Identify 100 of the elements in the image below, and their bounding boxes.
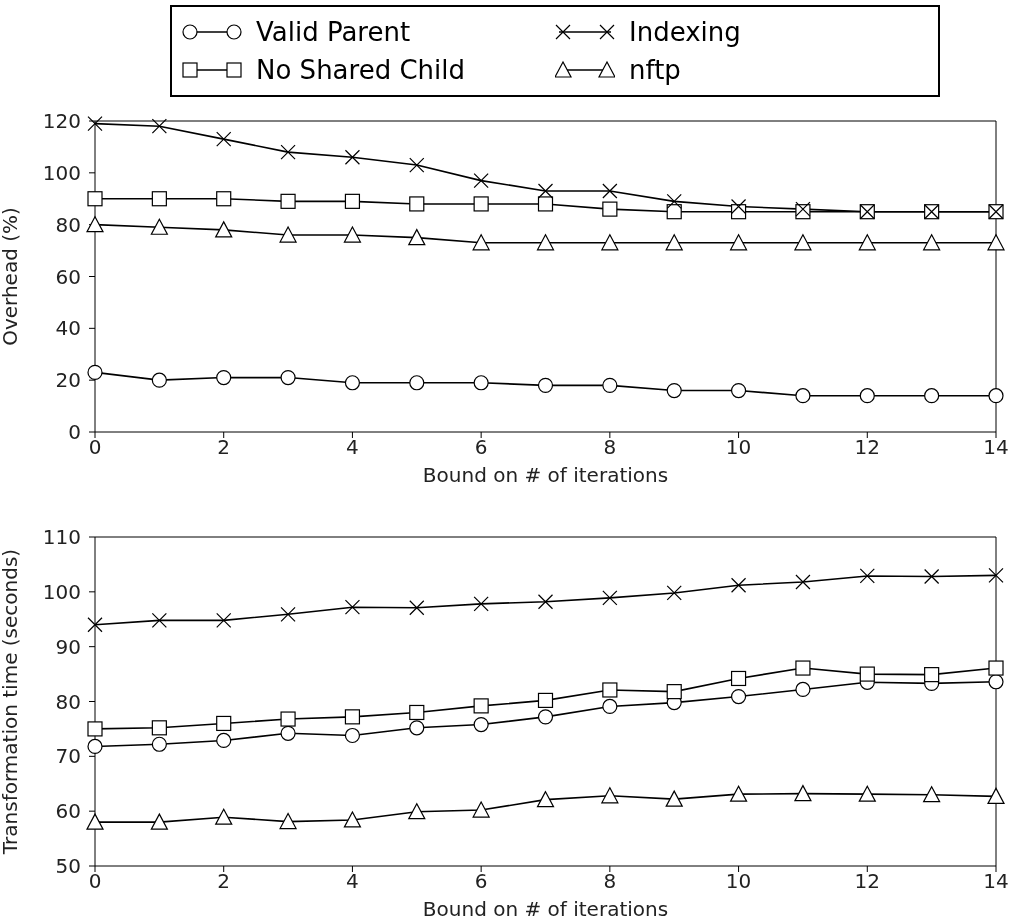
point [280, 711, 296, 727]
point [151, 736, 167, 752]
x-tick-label: 6 [474, 869, 488, 894]
point [216, 715, 232, 732]
point [215, 808, 233, 825]
point [472, 801, 490, 818]
x-tick-label: 8 [603, 435, 617, 460]
point [666, 684, 682, 700]
point [729, 234, 748, 251]
point [279, 226, 297, 243]
point [280, 369, 296, 386]
point [86, 813, 104, 830]
x-tick-label: 12 [854, 435, 881, 460]
x-tick-label: 0 [88, 869, 102, 894]
point [537, 377, 554, 393]
y-axis-title: Transformation time (seconds) [0, 548, 23, 856]
point [537, 196, 554, 212]
point [473, 716, 489, 733]
x-tick-label: 0 [88, 435, 102, 460]
point [602, 682, 618, 698]
point [601, 234, 619, 251]
point [795, 681, 811, 698]
point [537, 709, 554, 725]
point [343, 811, 362, 828]
point [280, 144, 296, 160]
y-tick-label: 40 [55, 316, 81, 341]
y-tick-label: 50 [55, 854, 81, 879]
point [602, 590, 618, 606]
point [858, 785, 876, 802]
x-tick-label: 10 [725, 869, 752, 894]
x-tick-label: 14 [983, 435, 1009, 460]
point [87, 738, 103, 755]
point [987, 234, 1005, 251]
point [344, 193, 361, 209]
y-tick-label: 90 [55, 634, 81, 659]
point [988, 660, 1004, 676]
point [730, 382, 747, 399]
point [280, 606, 296, 622]
point [151, 118, 167, 134]
point [988, 567, 1004, 583]
x-tick-label: 2 [217, 435, 231, 460]
y-tick-label: 110 [42, 525, 81, 550]
point [215, 221, 233, 238]
point [537, 183, 554, 199]
point [730, 670, 747, 687]
point [280, 725, 296, 741]
point [666, 585, 682, 601]
point [87, 721, 103, 737]
point [87, 364, 103, 380]
point [473, 196, 489, 212]
point [150, 813, 168, 830]
point [279, 812, 297, 830]
point [923, 786, 941, 803]
legend-label: Valid Parent [256, 17, 411, 47]
point [537, 594, 554, 610]
point [536, 791, 555, 808]
point [151, 191, 167, 207]
point [409, 375, 425, 391]
point [473, 698, 489, 714]
point [150, 218, 168, 235]
x-tick-label: 6 [474, 435, 488, 460]
legend-label: No Shared Child [256, 55, 466, 85]
point [795, 388, 811, 404]
point [858, 234, 876, 251]
point [795, 574, 811, 590]
point [988, 388, 1004, 404]
point [730, 688, 747, 705]
point [409, 600, 425, 616]
point [344, 709, 361, 725]
point [472, 234, 490, 251]
y-tick-label: 20 [55, 368, 81, 393]
x-tick-label: 10 [725, 435, 752, 460]
point [537, 692, 554, 708]
legend-label: nftp [629, 55, 681, 85]
point [87, 617, 103, 633]
y-tick-label: 70 [55, 744, 81, 769]
point [859, 568, 875, 584]
point [409, 720, 425, 736]
y-tick-label: 120 [42, 109, 81, 134]
point [794, 234, 812, 251]
x-tick-label: 14 [983, 869, 1009, 894]
point [729, 785, 748, 802]
x-tick-label: 12 [854, 869, 881, 894]
point [409, 157, 425, 173]
y-tick-label: 100 [42, 160, 81, 185]
point [794, 785, 812, 802]
point [602, 377, 618, 393]
point [151, 720, 167, 736]
point [536, 234, 555, 251]
point [988, 674, 1004, 690]
x-axis-title: Bound on # of iterations [422, 463, 669, 487]
point [344, 375, 361, 391]
y-tick-label: 100 [42, 579, 81, 604]
point [344, 149, 361, 165]
point [473, 596, 489, 612]
point [666, 204, 682, 220]
point [666, 193, 682, 209]
x-tick-label: 8 [603, 869, 617, 894]
point [280, 193, 296, 209]
point [409, 196, 425, 212]
